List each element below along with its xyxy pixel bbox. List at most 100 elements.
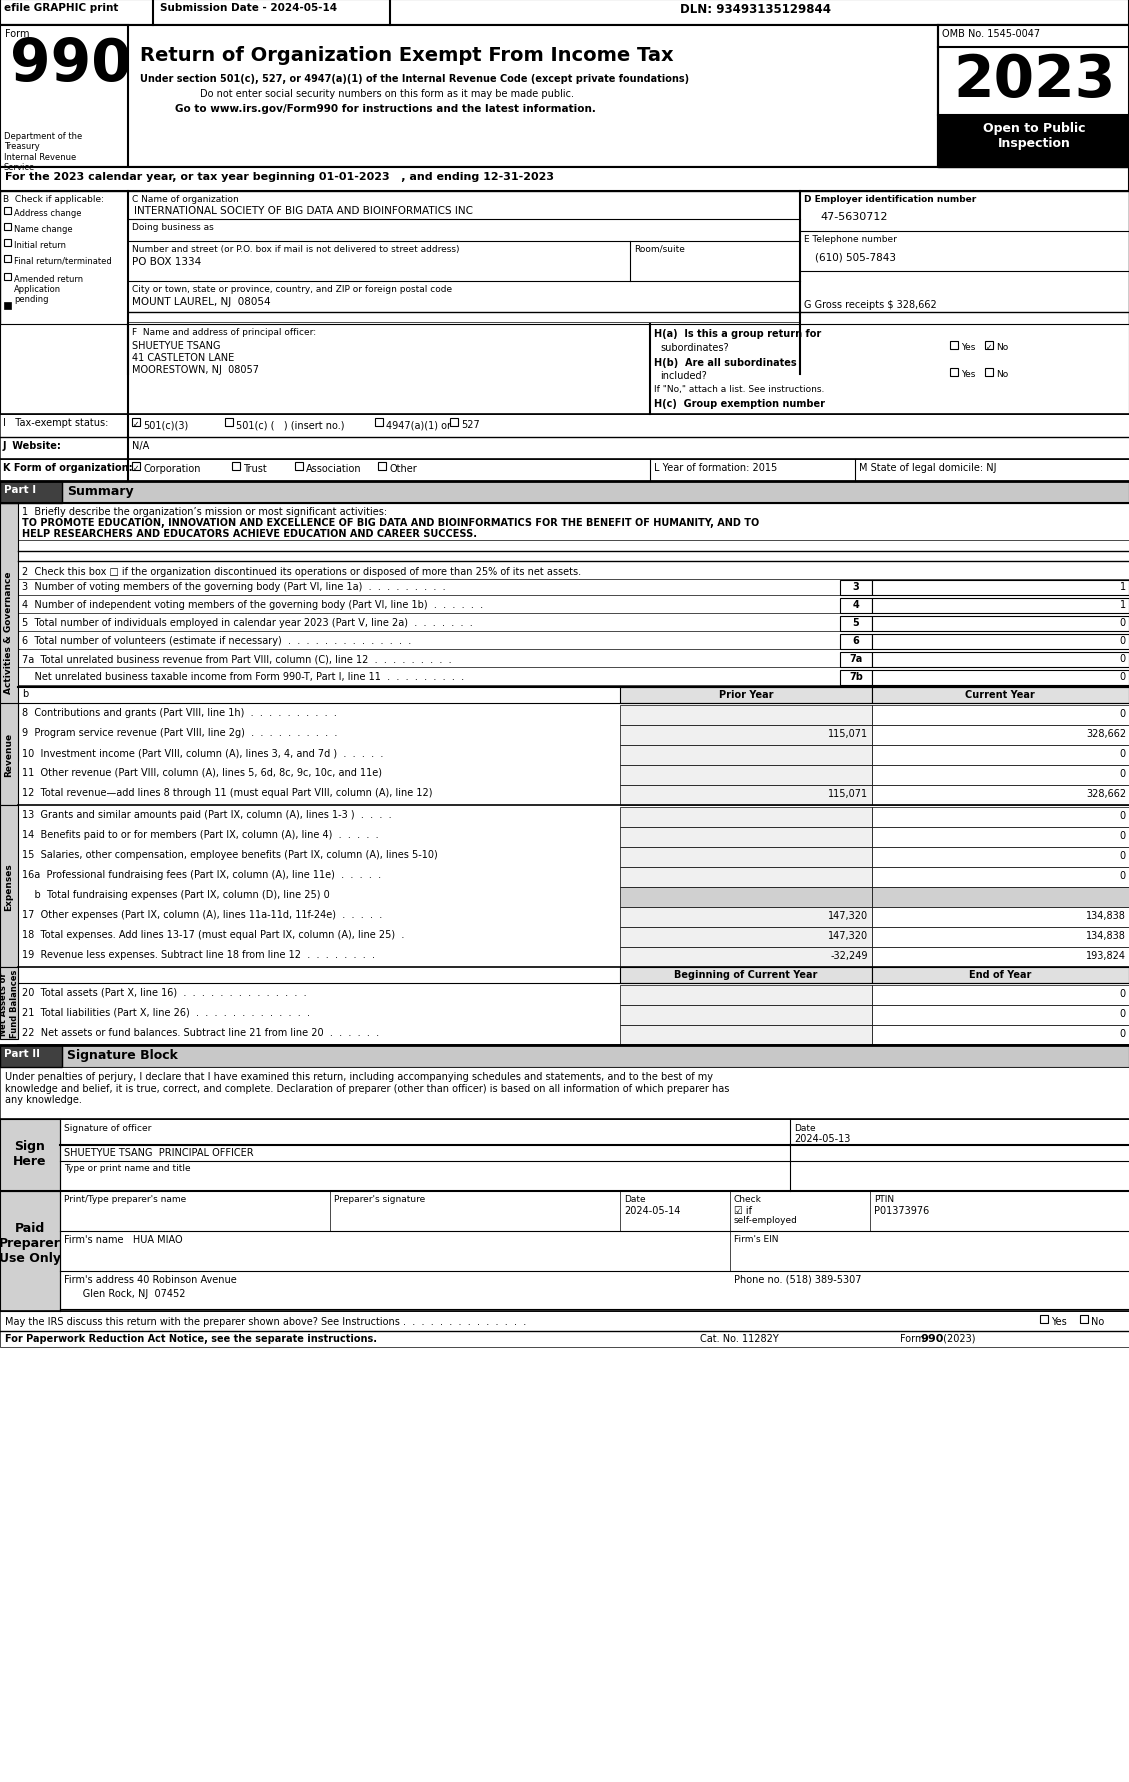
- Text: b: b: [21, 688, 28, 699]
- Text: 7a  Total unrelated business revenue from Part VIII, column (C), line 12  .  .  : 7a Total unrelated business revenue from…: [21, 654, 452, 663]
- Text: If "No," attach a list. See instructions.: If "No," attach a list. See instructions…: [654, 385, 824, 394]
- Bar: [620, 868, 872, 887]
- Text: Paid
Preparer
Use Only: Paid Preparer Use Only: [0, 1221, 61, 1263]
- Text: 10  Investment income (Part VIII, column (A), lines 3, 4, and 7d )  .  .  .  .  : 10 Investment income (Part VIII, column …: [21, 748, 384, 757]
- Text: Room/suite: Room/suite: [634, 244, 685, 253]
- Bar: [0, 968, 18, 1039]
- Text: End of Year: End of Year: [969, 969, 1031, 980]
- Bar: [0, 192, 1129, 374]
- Bar: [5, 225, 11, 232]
- Text: 0: 0: [1120, 672, 1126, 683]
- Text: Type or print name and title: Type or print name and title: [64, 1164, 191, 1173]
- Text: Date: Date: [624, 1194, 646, 1203]
- Text: Form: Form: [900, 1333, 928, 1344]
- Text: efile GRAPHIC print: efile GRAPHIC print: [5, 4, 119, 12]
- Text: 2023: 2023: [954, 52, 1117, 109]
- Text: Association: Association: [306, 463, 361, 474]
- Bar: [620, 786, 872, 805]
- Bar: [620, 927, 872, 948]
- Bar: [620, 1005, 872, 1025]
- Text: TO PROMOTE EDUCATION, INNOVATION AND EXCELLENCE OF BIG DATA AND BIOINFORMATICS F: TO PROMOTE EDUCATION, INNOVATION AND EXC…: [21, 519, 759, 527]
- Bar: [938, 116, 1129, 168]
- Text: Signature Block: Signature Block: [67, 1048, 178, 1062]
- Text: HELP RESEARCHERS AND EDUCATORS ACHIEVE EDUCATION AND CAREER SUCCESS.: HELP RESEARCHERS AND EDUCATORS ACHIEVE E…: [21, 529, 476, 538]
- Bar: [620, 948, 872, 968]
- Bar: [872, 1025, 1129, 1046]
- Bar: [0, 704, 18, 805]
- Bar: [872, 807, 1129, 827]
- Text: 21  Total liabilities (Part X, line 26)  .  .  .  .  .  .  .  .  .  .  .  .  .: 21 Total liabilities (Part X, line 26) .…: [21, 1007, 310, 1018]
- Text: 17  Other expenses (Part IX, column (A), lines 11a-11d, 11f-24e)  .  .  .  .  .: 17 Other expenses (Part IX, column (A), …: [21, 909, 383, 920]
- Text: 527: 527: [461, 421, 480, 429]
- Bar: [872, 968, 1129, 984]
- Bar: [5, 257, 11, 264]
- Bar: [0, 1192, 1129, 1312]
- Bar: [872, 985, 1129, 1005]
- Text: Doing business as: Doing business as: [132, 223, 213, 232]
- Text: M State of legal domicile: NJ: M State of legal domicile: NJ: [859, 463, 997, 472]
- Text: Submission Date - 2024-05-14: Submission Date - 2024-05-14: [160, 4, 338, 12]
- Bar: [378, 463, 386, 470]
- Text: E Telephone number: E Telephone number: [804, 235, 896, 244]
- Text: Name change: Name change: [14, 225, 72, 233]
- Text: 0: 0: [1120, 636, 1126, 645]
- Text: 0: 0: [1120, 748, 1126, 759]
- Bar: [620, 968, 872, 984]
- Bar: [1080, 1315, 1088, 1324]
- Text: Firm's EIN: Firm's EIN: [734, 1235, 779, 1244]
- Text: Department of the
Treasury
Internal Revenue
Service: Department of the Treasury Internal Reve…: [5, 132, 82, 173]
- Text: Yes: Yes: [961, 342, 975, 351]
- Bar: [872, 766, 1129, 786]
- Text: 0: 0: [1120, 811, 1126, 820]
- Text: Trust: Trust: [243, 463, 266, 474]
- Text: ✓: ✓: [133, 421, 139, 429]
- Text: 328,662: 328,662: [1086, 789, 1126, 798]
- Bar: [5, 274, 11, 282]
- Bar: [872, 907, 1129, 927]
- Bar: [620, 745, 872, 766]
- Text: For the 2023 calendar year, or tax year beginning 01-01-2023   , and ending 12-3: For the 2023 calendar year, or tax year …: [5, 171, 554, 182]
- Bar: [620, 766, 872, 786]
- Text: 990: 990: [920, 1333, 944, 1344]
- Bar: [0, 27, 1129, 168]
- Bar: [949, 369, 959, 376]
- Text: Expenses: Expenses: [5, 862, 14, 911]
- Text: Go to www.irs.gov/Form990 for instructions and the latest information.: Go to www.irs.gov/Form990 for instructio…: [175, 103, 596, 114]
- Text: 0: 0: [1120, 871, 1126, 880]
- Bar: [295, 463, 303, 470]
- Text: SHUETYUE TSANG  PRINCIPAL OFFICER: SHUETYUE TSANG PRINCIPAL OFFICER: [64, 1148, 254, 1157]
- Text: Return of Organization Exempt From Income Tax: Return of Organization Exempt From Incom…: [140, 46, 674, 64]
- Bar: [620, 848, 872, 868]
- Text: 15  Salaries, other compensation, employee benefits (Part IX, column (A), lines : 15 Salaries, other compensation, employe…: [21, 850, 438, 859]
- Text: 19  Revenue less expenses. Subtract line 18 from line 12  .  .  .  .  .  .  .  .: 19 Revenue less expenses. Subtract line …: [21, 950, 375, 959]
- Text: Activities & Governance: Activities & Governance: [5, 572, 14, 693]
- Bar: [0, 460, 1129, 481]
- Text: Do not enter social security numbers on this form as it may be made public.: Do not enter social security numbers on …: [200, 89, 574, 100]
- Text: Part I: Part I: [5, 485, 36, 495]
- Bar: [872, 617, 1129, 631]
- Text: Part II: Part II: [5, 1048, 40, 1059]
- Text: b  Total fundraising expenses (Part IX, column (D), line 25) 0: b Total fundraising expenses (Part IX, c…: [21, 889, 330, 900]
- Text: P01373976: P01373976: [874, 1205, 929, 1215]
- Text: MOORESTOWN, NJ  08057: MOORESTOWN, NJ 08057: [132, 365, 259, 374]
- Bar: [0, 1192, 60, 1312]
- Bar: [0, 1119, 1129, 1192]
- Bar: [840, 617, 872, 631]
- Text: Date: Date: [794, 1123, 815, 1132]
- Text: 1  Briefly describe the organization’s mission or most significant activities:: 1 Briefly describe the organization’s mi…: [21, 506, 387, 517]
- Text: F  Name and address of principal officer:: F Name and address of principal officer:: [132, 328, 316, 337]
- Text: Summary: Summary: [67, 485, 133, 497]
- Bar: [1040, 1315, 1048, 1324]
- Text: 7b: 7b: [849, 672, 863, 683]
- Text: N/A: N/A: [132, 440, 149, 451]
- Bar: [375, 419, 383, 426]
- Text: For Paperwork Reduction Act Notice, see the separate instructions.: For Paperwork Reduction Act Notice, see …: [5, 1333, 377, 1344]
- Text: 41 CASTLETON LANE: 41 CASTLETON LANE: [132, 353, 234, 364]
- Bar: [949, 342, 959, 349]
- Text: 147,320: 147,320: [828, 930, 868, 941]
- Text: 18  Total expenses. Add lines 13-17 (must equal Part IX, column (A), line 25)  .: 18 Total expenses. Add lines 13-17 (must…: [21, 930, 404, 939]
- Text: Prior Year: Prior Year: [719, 690, 773, 700]
- Text: Net Assets or
Fund Balances: Net Assets or Fund Balances: [0, 969, 19, 1037]
- Text: 990: 990: [10, 36, 132, 93]
- Text: Revenue: Revenue: [5, 732, 14, 777]
